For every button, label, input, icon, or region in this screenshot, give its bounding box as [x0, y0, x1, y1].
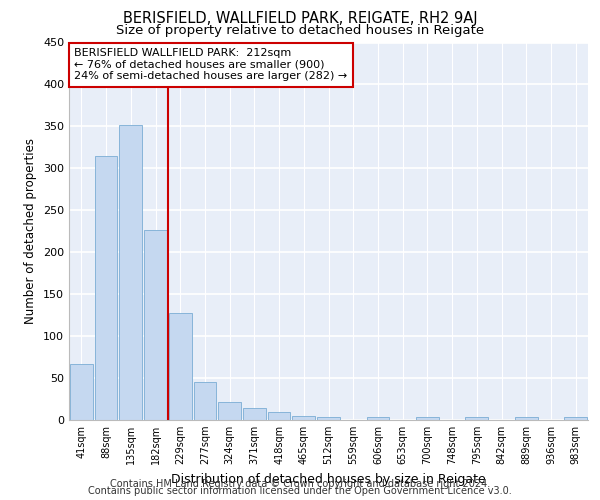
Bar: [243, 408, 266, 420]
Text: Size of property relative to detached houses in Reigate: Size of property relative to detached ho…: [116, 24, 484, 37]
Bar: [70, 364, 93, 420]
Bar: [169, 314, 191, 420]
Bar: [268, 412, 290, 420]
Bar: [515, 418, 538, 420]
Bar: [416, 418, 439, 420]
Bar: [292, 416, 315, 420]
Bar: [317, 418, 340, 420]
Text: BERISFIELD, WALLFIELD PARK, REIGATE, RH2 9AJ: BERISFIELD, WALLFIELD PARK, REIGATE, RH2…: [122, 11, 478, 26]
Text: Contains HM Land Registry data © Crown copyright and database right 2024.: Contains HM Land Registry data © Crown c…: [110, 479, 490, 489]
X-axis label: Distribution of detached houses by size in Reigate: Distribution of detached houses by size …: [171, 472, 486, 486]
Bar: [95, 156, 118, 420]
Bar: [144, 230, 167, 420]
Text: Contains public sector information licensed under the Open Government Licence v3: Contains public sector information licen…: [88, 486, 512, 496]
Text: BERISFIELD WALLFIELD PARK:  212sqm
← 76% of detached houses are smaller (900)
24: BERISFIELD WALLFIELD PARK: 212sqm ← 76% …: [74, 48, 347, 82]
Bar: [564, 418, 587, 420]
Bar: [466, 418, 488, 420]
Bar: [194, 382, 216, 420]
Y-axis label: Number of detached properties: Number of detached properties: [25, 138, 37, 324]
Bar: [367, 418, 389, 420]
Bar: [218, 402, 241, 420]
Bar: [119, 124, 142, 420]
